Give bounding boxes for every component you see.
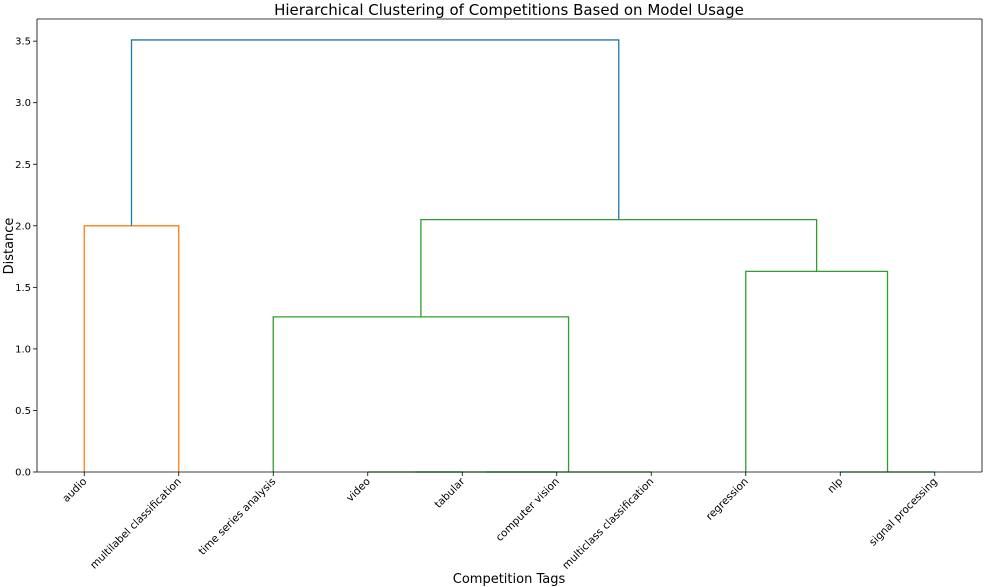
leaf-label: nlp — [825, 475, 845, 495]
leaf-label: audio — [60, 476, 89, 505]
leaf-label: regression — [704, 476, 751, 523]
y-tick-label: 0.5 — [15, 406, 31, 417]
y-tick-label: 2.0 — [15, 221, 31, 232]
y-axis-label: Distance — [2, 218, 17, 275]
y-tick-label: 1.5 — [15, 283, 31, 294]
leaf-label: video — [344, 476, 373, 505]
leaf-label: time series analysis — [196, 476, 278, 558]
x-axis-label: Competition Tags — [453, 572, 566, 587]
leaf-label: computer vision — [494, 476, 562, 544]
leaf-label: signal processing — [867, 476, 940, 549]
y-tick-label: 0.0 — [15, 468, 31, 479]
leaf-label: multiclass classification — [560, 476, 656, 572]
chart-title: Hierarchical Clustering of Competitions … — [274, 1, 744, 19]
dendrogram-link — [130, 39, 620, 226]
y-tick-label: 3.5 — [15, 37, 31, 48]
plot-area — [37, 19, 982, 472]
y-tick-label: 2.5 — [15, 160, 31, 171]
leaf-label: multilabel classification — [88, 476, 184, 572]
y-tick-label: 3.0 — [15, 98, 31, 109]
y-axis: 0.0 0.5 1.0 1.5 2.0 2.5 3.0 3.5 — [15, 37, 37, 479]
dendrogram-link — [745, 270, 889, 472]
y-tick-label: 1.0 — [15, 344, 31, 355]
leaf-label: tabular — [432, 475, 468, 511]
dendrogram-link — [272, 316, 570, 472]
